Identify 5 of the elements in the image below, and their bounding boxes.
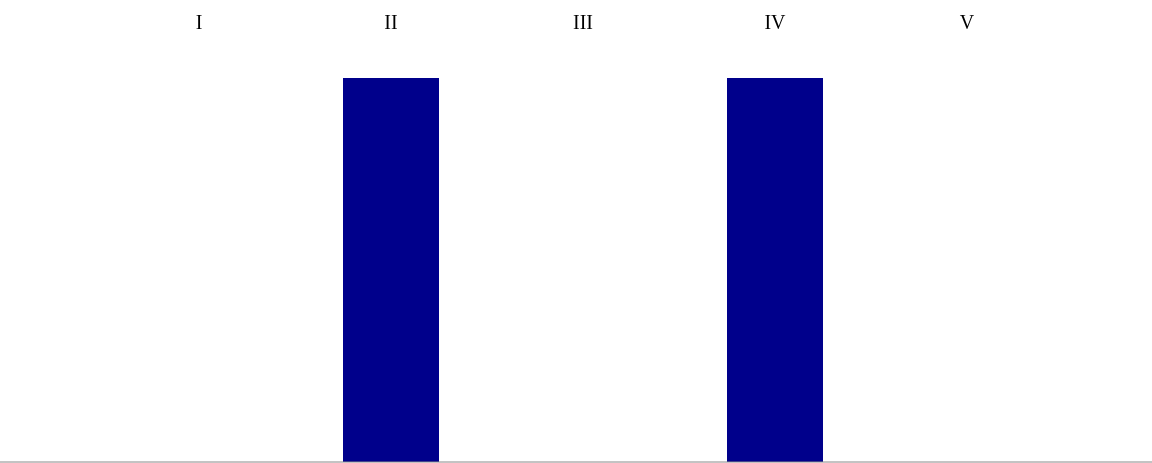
x-tick-label: II (384, 11, 398, 33)
x-tick-label: I (195, 11, 203, 33)
x-tick-label: V (959, 11, 975, 33)
x-tick-label: III (573, 11, 593, 33)
x-tick-label: IV (764, 11, 787, 33)
